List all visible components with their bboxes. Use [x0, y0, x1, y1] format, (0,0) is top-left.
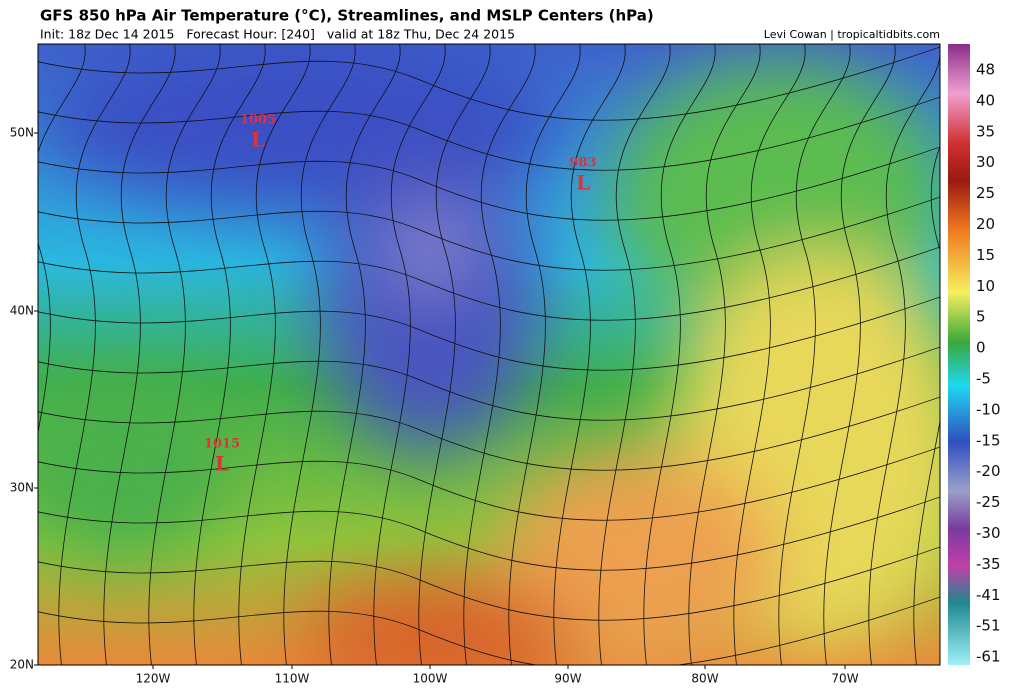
colorbar-label: -15 — [976, 431, 1001, 449]
colorbar-label: -25 — [976, 493, 1001, 511]
colorbar-label: 15 — [976, 246, 995, 264]
colorbar-label: 40 — [976, 91, 995, 109]
colorbar-label: 10 — [976, 277, 995, 295]
low-pressure: 983 — [569, 156, 596, 171]
streamline — [643, 44, 716, 665]
colorbar-label: 5 — [976, 308, 986, 326]
streamline — [38, 296, 940, 371]
streamline — [913, 145, 940, 665]
subtitle: Init: 18z Dec 14 2015 Forecast Hour: [24… — [40, 27, 515, 42]
streamline — [238, 44, 311, 665]
colorbar-label: -41 — [976, 586, 1001, 604]
temperature-field — [38, 44, 940, 665]
lon-label: 80W — [691, 672, 718, 686]
colorbar-label: 20 — [976, 215, 995, 233]
colorbar-label: -35 — [976, 555, 1001, 573]
lon-label: 110W — [275, 672, 310, 686]
title: GFS 850 hPa Air Temperature (°C), Stream… — [40, 7, 654, 25]
streamline — [38, 396, 940, 471]
streamline — [778, 44, 851, 665]
streamline — [418, 44, 491, 665]
lat-label: 20N — [10, 658, 34, 672]
colorbar-label: -30 — [976, 524, 1001, 542]
colorbar-label: 48 — [976, 61, 995, 79]
credit: Levi Cowan | tropicaltidbits.com — [764, 28, 940, 41]
colorbar-label: -61 — [976, 648, 1001, 666]
streamline — [508, 44, 581, 665]
low-pressure: 1015 — [204, 437, 240, 452]
streamline — [373, 44, 446, 665]
streamline — [38, 196, 940, 271]
colorbar-label: -10 — [976, 400, 1001, 418]
streamline — [38, 546, 940, 621]
colorbar-label: 30 — [976, 153, 995, 171]
lat-label: 40N — [10, 304, 34, 318]
colorbar-label: 25 — [976, 184, 995, 202]
lat-label: 30N — [10, 481, 34, 495]
streamlines — [38, 44, 940, 665]
streamline — [38, 44, 86, 435]
streamline — [688, 44, 761, 665]
lon-label: 70W — [831, 672, 858, 686]
map-frame — [37, 43, 941, 666]
streamline — [733, 44, 806, 665]
low-symbol: L — [251, 128, 265, 152]
streamline — [38, 146, 940, 221]
lon-label: 100W — [413, 672, 448, 686]
colorbar-label: 0 — [976, 339, 986, 357]
low-symbol: L — [215, 452, 229, 476]
streamline — [58, 44, 131, 665]
lat-label: 50N — [10, 126, 34, 140]
colorbar-label: -5 — [976, 370, 991, 388]
low-pressure: 1005 — [240, 113, 276, 128]
lon-label: 120W — [136, 672, 171, 686]
colorbar-label: -51 — [976, 617, 1001, 635]
streamline — [38, 596, 940, 665]
streamline — [463, 44, 536, 665]
streamline — [148, 44, 221, 665]
streamline — [38, 496, 940, 571]
streamline — [868, 44, 940, 665]
streamline — [38, 446, 940, 521]
colorbar-label: 35 — [976, 122, 995, 140]
streamline — [103, 44, 176, 665]
streamline — [38, 96, 940, 171]
streamline — [328, 44, 401, 665]
colorbar — [948, 44, 970, 665]
streamline — [283, 44, 356, 665]
streamline — [598, 44, 671, 665]
streamline — [38, 46, 940, 121]
streamline — [38, 346, 940, 421]
streamline — [38, 246, 940, 321]
lon-label: 90W — [554, 672, 581, 686]
streamline — [553, 44, 626, 665]
low-symbol: L — [576, 171, 590, 195]
streamline — [823, 44, 896, 665]
colorbar-label: -20 — [976, 462, 1001, 480]
